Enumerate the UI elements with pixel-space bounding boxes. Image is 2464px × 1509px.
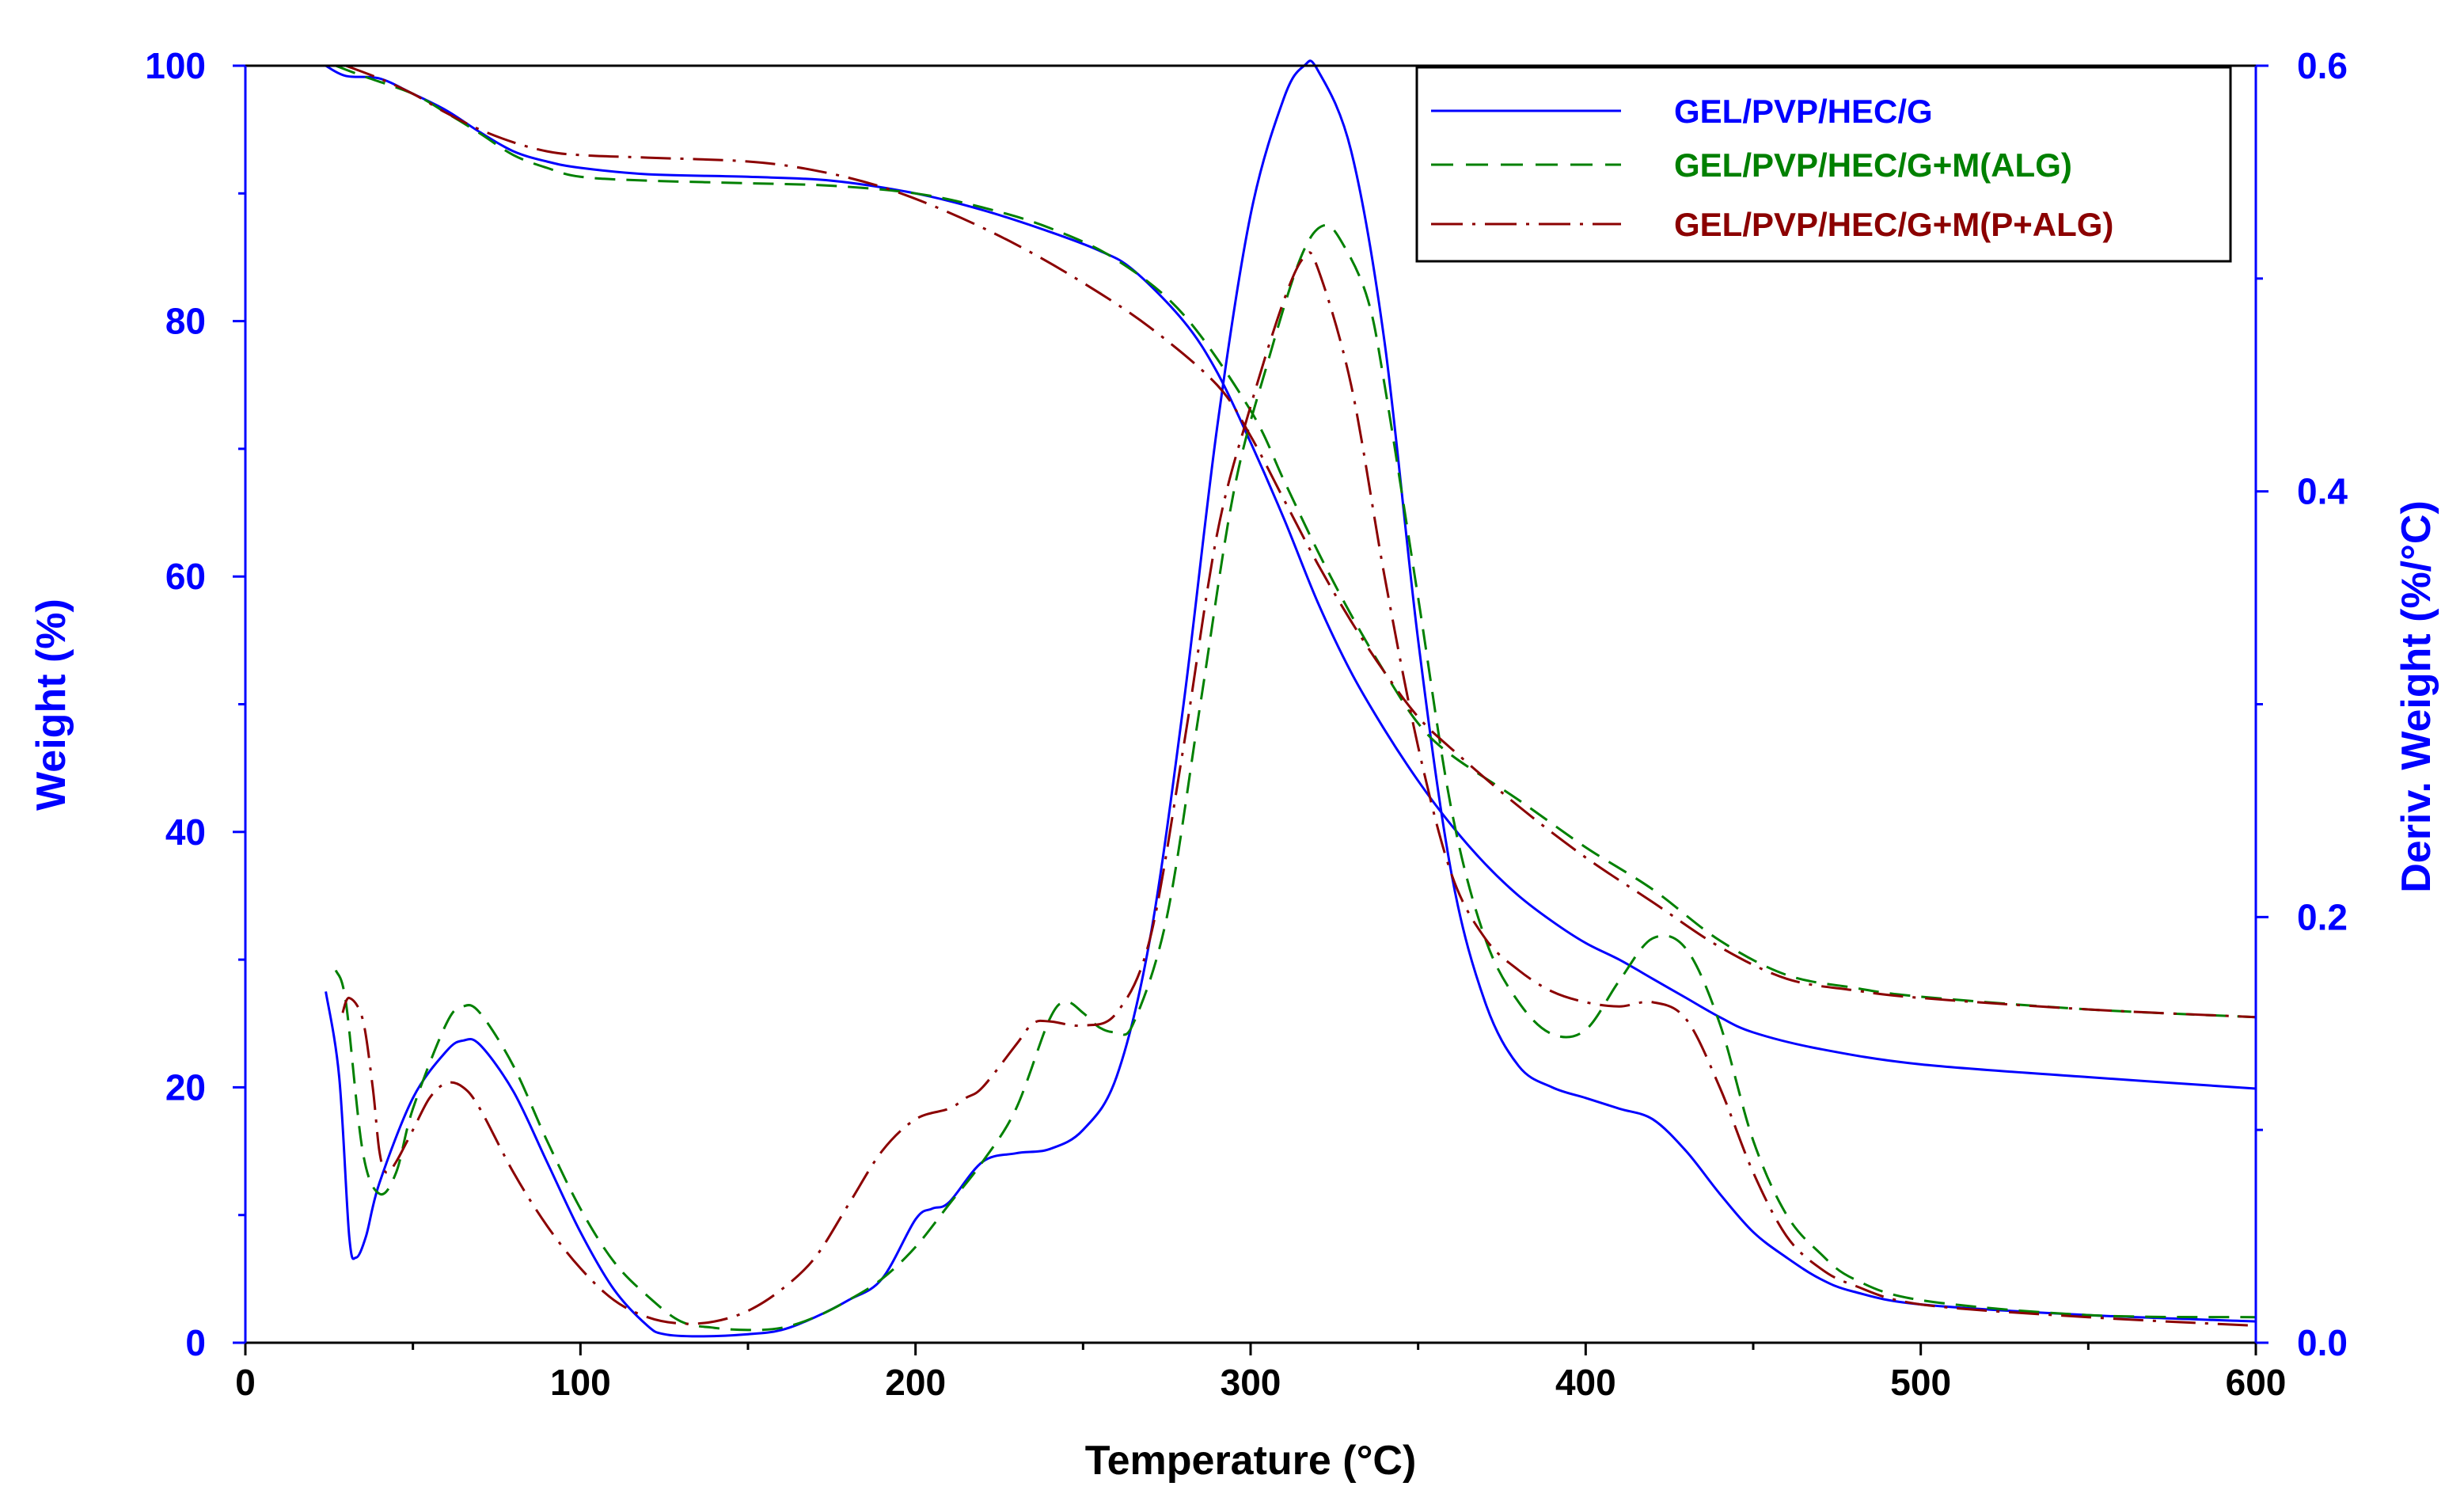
x-tick-label-5: 500 — [1890, 1362, 1951, 1403]
deriv-line-0 — [325, 59, 2257, 1338]
left-y-tick-label-3: 60 — [165, 556, 206, 597]
legend-label-1: GEL/PVP/HEC/G+M(ALG) — [1674, 146, 2072, 184]
left-y-tick-label-2: 40 — [165, 812, 206, 853]
right-y-tick-label-1: 0.2 — [2297, 896, 2348, 937]
x-tick-label-6: 600 — [2226, 1362, 2287, 1403]
x-tick-label-3: 300 — [1221, 1362, 1281, 1403]
left-y-axis-title: Weight (%) — [28, 599, 74, 811]
deriv-line-2 — [341, 251, 2257, 1327]
x-tick-label-0: 0 — [235, 1362, 256, 1403]
series-layer — [325, 59, 2257, 1338]
right-y-tick-label-3: 0.6 — [2297, 45, 2348, 86]
left-y-tick-label-1: 20 — [165, 1066, 206, 1108]
weight-line-2 — [345, 64, 2257, 1019]
legend-label-2: GEL/PVP/HEC/G+M(P+ALG) — [1674, 206, 2113, 243]
x-axis-title: Temperature (°C) — [1085, 1438, 1417, 1484]
left-y-tick-label-5: 100 — [145, 45, 206, 86]
legend-label-0: GEL/PVP/HEC/G — [1674, 93, 1933, 130]
weight-line-0 — [325, 64, 2257, 1090]
left-y-tick-label-4: 80 — [165, 301, 206, 342]
right-y-tick-label-0: 0.0 — [2297, 1322, 2348, 1363]
right-y-axis-title: Deriv. Weight (%/°C) — [2394, 500, 2439, 893]
x-tick-label-4: 400 — [1555, 1362, 1616, 1403]
legend: GEL/PVP/HEC/G GEL/PVP/HEC/G+M(ALG) GEL/P… — [1415, 66, 2232, 263]
deriv-line-1 — [334, 223, 2257, 1332]
right-y-tick-label-2: 0.4 — [2297, 471, 2348, 512]
weight-line-1 — [335, 64, 2257, 1019]
x-tick-label-1: 100 — [550, 1362, 611, 1403]
x-tick-label-2: 200 — [885, 1362, 946, 1403]
left-y-tick-label-0: 0 — [185, 1322, 206, 1363]
ticks-layer: 0 100 200 300 400 500 600 0 20 40 60 80 100 0.0 0.2 0.4… — [145, 45, 2348, 1403]
